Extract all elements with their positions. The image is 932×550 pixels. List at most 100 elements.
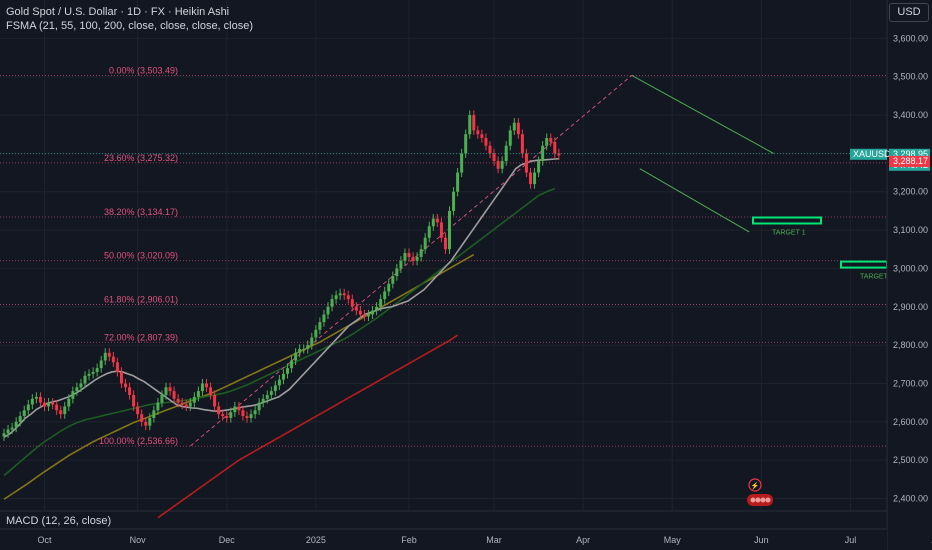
price-tick-label: 3,500.00 — [893, 72, 928, 82]
candle-body — [318, 322, 322, 330]
candle-body — [184, 404, 188, 407]
price-tick-label: 2,500.00 — [893, 455, 928, 465]
candle-body — [213, 394, 217, 407]
indicator-title[interactable]: FSMA (21, 55, 100, 200, close, close, cl… — [6, 20, 254, 32]
candle-body — [59, 410, 63, 415]
time-axis-bg — [0, 529, 887, 550]
candle-body — [124, 383, 127, 388]
event-icons[interactable]: ⚡ — [747, 478, 773, 506]
candle-body — [249, 414, 253, 418]
candle-body — [330, 299, 334, 307]
candle-body — [221, 414, 225, 417]
channel-lower-line — [639, 168, 750, 233]
event-dot-icon[interactable] — [765, 497, 771, 503]
candle-body — [290, 360, 294, 369]
fib-level-label: 23.60% (3,275.32) — [104, 153, 178, 163]
candle-body — [512, 122, 516, 131]
candle-body — [391, 276, 395, 284]
candle-body — [261, 398, 265, 403]
time-axis[interactable]: OctNovDec2025FebMarAprMayJunJulAug — [0, 528, 932, 550]
candle-body — [557, 153, 561, 156]
candle-body — [87, 373, 91, 376]
price-tick-label: 2,900.00 — [893, 302, 928, 312]
target-box — [840, 260, 888, 269]
sma-200-line — [157, 334, 459, 519]
macd-title[interactable]: MACD (12, 26, close) — [6, 515, 112, 527]
candle-body — [43, 402, 46, 407]
symbol-title[interactable]: Gold Spot / U.S. Dollar · 1D · FX · Heik… — [6, 6, 230, 18]
candle-body — [91, 371, 95, 374]
price-tick-label: 3,100.00 — [893, 225, 928, 235]
candle-body — [484, 138, 488, 146]
time-tick-label: Apr — [576, 535, 590, 545]
close-price-tag-bg — [889, 155, 930, 167]
candle-body — [156, 402, 160, 411]
candle-body — [435, 218, 439, 223]
candle-body — [286, 368, 289, 374]
price-tick-label: 3,000.00 — [893, 263, 928, 273]
fib-level-label: 0.00% (3,503.49) — [109, 65, 178, 75]
candle-body — [277, 379, 281, 386]
candle-body — [180, 402, 184, 405]
candle-body — [192, 396, 196, 403]
candle-body — [460, 153, 464, 173]
flash-symbol[interactable]: ⚡ — [751, 481, 760, 490]
trendline-drawings[interactable] — [190, 74, 774, 447]
price-tick-label: 2,400.00 — [893, 493, 928, 503]
candle-body — [358, 310, 362, 315]
candle-body — [119, 371, 123, 384]
candle-body — [362, 314, 366, 317]
fib-level-label: 61.80% (2,906.01) — [104, 294, 178, 304]
candle-body — [488, 145, 492, 154]
time-tick-label: Dec — [219, 535, 236, 545]
candle-body — [95, 368, 99, 372]
candle-body — [415, 256, 419, 261]
candle-body — [508, 130, 512, 146]
candle-body — [6, 429, 10, 434]
candle-body — [281, 373, 285, 380]
event-dot-icon[interactable] — [755, 497, 761, 503]
flash-icon[interactable] — [748, 478, 762, 492]
candle-body — [306, 345, 310, 349]
time-tick-label: Feb — [401, 535, 417, 545]
candle-body — [443, 237, 447, 250]
candle-body — [160, 394, 164, 403]
candle-body — [55, 404, 59, 411]
target-boxes[interactable]: TARGET 1 TARGET 2 — [752, 216, 894, 281]
candle-body — [200, 383, 204, 392]
event-dot-icon[interactable] — [760, 497, 766, 503]
candle-body — [67, 398, 71, 407]
candle-body — [431, 218, 435, 227]
candle-body — [541, 145, 545, 162]
candle-body — [549, 138, 553, 142]
candle-body — [354, 306, 358, 311]
price-axis-bg — [887, 0, 932, 550]
time-tick-label: 2025 — [306, 535, 326, 545]
candle-body — [128, 387, 132, 395]
candle-body — [136, 406, 140, 415]
event-dot-icon[interactable] — [750, 497, 756, 503]
symbol-tag-bg — [850, 148, 887, 160]
candle-body — [63, 406, 67, 415]
candle-body — [464, 134, 468, 154]
candle-body — [233, 406, 237, 413]
candle-body — [375, 306, 379, 311]
candle-body — [115, 362, 119, 372]
moving-average-lines — [3, 157, 559, 519]
fibonacci-retracement[interactable]: 0.00% (3,503.49) 23.60% (3,275.32) 38.20% … — [0, 65, 887, 447]
candle-body — [326, 306, 330, 315]
candle-body — [500, 161, 504, 169]
candle-body — [371, 310, 375, 315]
candle-body — [383, 291, 387, 300]
candle-body — [439, 222, 443, 238]
candle-body — [253, 410, 257, 415]
target-label: TARGET 2 — [860, 274, 894, 281]
candle-body — [545, 138, 549, 146]
currency-button[interactable]: USD — [889, 3, 929, 22]
candle-body — [314, 329, 318, 338]
price-tick-label: 3,200.00 — [893, 187, 928, 197]
fib-level-label: 100.00% (2,536.66) — [99, 436, 178, 446]
candle-body — [496, 161, 500, 169]
price-axis[interactable]: 3,600.003,500.003,400.003,300.003,200.00… — [886, 0, 932, 550]
